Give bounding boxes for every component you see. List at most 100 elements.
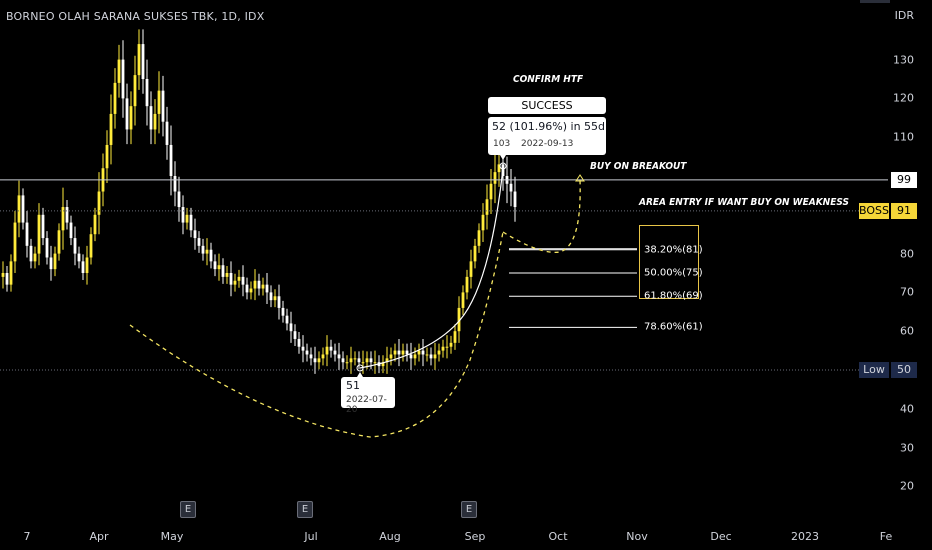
earnings-event-1[interactable]: E [180, 501, 196, 518]
candle-body [353, 358, 357, 360]
candle-body [421, 350, 425, 355]
candle-body [493, 172, 497, 184]
low-tooltip-pointer [357, 372, 363, 377]
candle-body [357, 358, 361, 363]
low-tooltip: 51 2022-07-20 [341, 377, 395, 415]
candle-body [445, 346, 449, 348]
fib-label: 61.80%(69) [644, 290, 703, 302]
candle-body [365, 358, 369, 363]
candle-body [221, 265, 225, 277]
candle-body [409, 354, 413, 359]
overlays-group [0, 155, 888, 438]
candle-body [457, 307, 461, 332]
candle-body [189, 214, 193, 231]
y-tick-label: 40 [900, 402, 914, 416]
measure-date: 2022-09-13 [521, 139, 574, 149]
candle-body [389, 354, 393, 359]
candle-body [465, 276, 469, 293]
earnings-event-3[interactable]: E [461, 501, 477, 518]
candle-body [21, 195, 25, 223]
candle-body [513, 191, 517, 208]
candle-body [197, 238, 201, 246]
candle-body [1, 273, 5, 277]
candle-body [117, 59, 121, 83]
candle-body [81, 261, 85, 273]
candle-body [193, 230, 197, 239]
x-tick-label: Jul [304, 530, 318, 543]
x-tick-label: 7 [23, 530, 31, 543]
candle-body [121, 59, 125, 99]
candle-body [89, 234, 93, 258]
candle-body [145, 79, 149, 107]
candle-body [381, 362, 385, 367]
candle-body [257, 280, 261, 289]
candle-body [133, 75, 137, 107]
candle-body [405, 350, 409, 355]
x-tick-label: Nov [626, 530, 648, 543]
candle-body [149, 106, 153, 130]
y-tick-label: 70 [900, 285, 914, 299]
candle-body [369, 358, 373, 363]
candle-body [273, 296, 277, 301]
fib-label: 50.00%(75) [644, 267, 703, 279]
candle-body [437, 350, 441, 355]
low-price: 51 [346, 379, 360, 392]
candle-body [253, 280, 257, 289]
candle-body [161, 90, 165, 122]
x-tick-label: Apr [89, 530, 109, 543]
symbol-title: BORNEO OLAH SARANA SUKSES TBK, 1D, IDX [6, 10, 265, 23]
candle-body [333, 350, 337, 355]
measure-tooltip-pointer [500, 155, 506, 160]
candle-body [265, 284, 269, 293]
candle-body [453, 331, 457, 343]
candle-body [425, 354, 429, 356]
earnings-event-2[interactable]: E [297, 501, 313, 518]
candle-body [73, 238, 77, 254]
candle-body [373, 362, 377, 364]
success-badge: SUCCESS [488, 97, 606, 114]
candle-body [401, 350, 405, 355]
candle-body [469, 261, 473, 277]
candle-body [173, 176, 177, 192]
x-tick-label: May [160, 530, 184, 543]
fib-label: 38.20%(81) [644, 244, 703, 256]
candle-body [181, 207, 185, 223]
candle-body [33, 253, 37, 262]
candle-body [261, 284, 265, 289]
candle-body [497, 164, 501, 173]
candle-body [141, 44, 145, 79]
fib-label: 78.60%(61) [644, 321, 703, 333]
y-tick-label: 80 [900, 247, 914, 261]
candle-body [489, 183, 493, 200]
candle-body [57, 230, 61, 254]
y-tick-label: 130 [893, 53, 914, 67]
candle-body [285, 315, 289, 324]
y-tick-label: 110 [893, 130, 914, 144]
y-tick-label: 120 [893, 91, 914, 105]
line-name-tag-low: Low [859, 362, 889, 378]
candle-body [397, 350, 401, 355]
candle-body [217, 265, 221, 270]
candle-body [317, 358, 321, 363]
candle-body [341, 358, 345, 363]
candle-body [157, 90, 161, 114]
candle-body [25, 222, 29, 246]
candle-body [61, 207, 65, 231]
candle-body [313, 358, 317, 363]
candle-body [153, 113, 157, 130]
candle-body [449, 342, 453, 347]
candle-body [233, 280, 237, 285]
candle-body [205, 249, 209, 254]
candle-body [509, 183, 513, 192]
low-point-marker [356, 364, 364, 372]
low-date: 2022-07-20 [346, 395, 387, 415]
candle-body [225, 273, 229, 277]
price-tag-low: 50 [891, 362, 917, 378]
y-tick-label: 60 [900, 324, 914, 338]
x-tick-label: Aug [379, 530, 401, 543]
candle-body [325, 346, 329, 355]
candle-body [97, 191, 101, 215]
candle-body [461, 292, 465, 308]
candle-body [345, 362, 349, 364]
